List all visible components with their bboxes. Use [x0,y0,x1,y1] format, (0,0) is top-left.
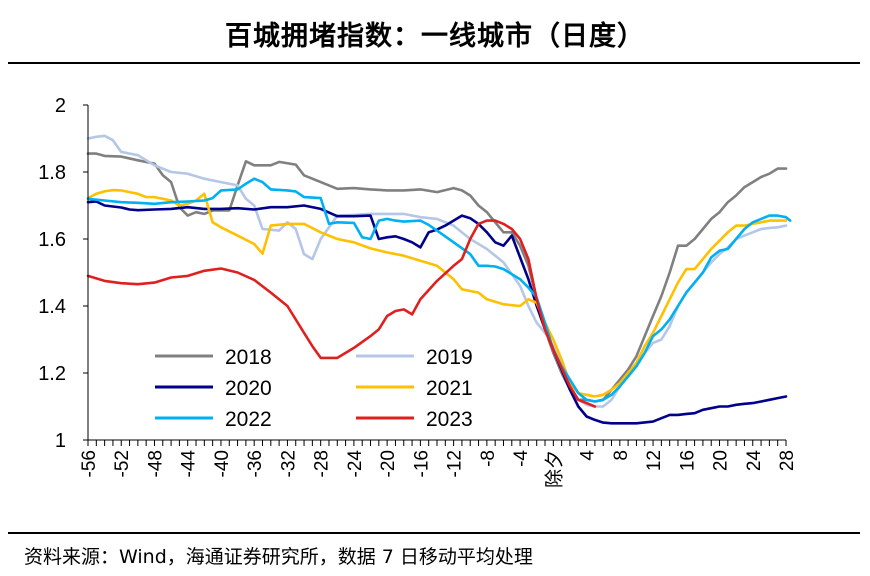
legend-label-2023: 2023 [426,408,473,431]
x-tick-label: -56 [79,450,100,477]
y-tick-label: 1.4 [38,296,66,318]
legend-label-2019: 2019 [426,346,473,369]
x-tick-label: 16 [677,450,698,471]
y-tick-label: 1.2 [38,363,66,385]
x-tick-label: 20 [711,450,732,471]
y-tick-label: 1 [55,430,66,452]
x-tick-label: 8 [611,450,632,461]
x-tick-label: 除夕 [543,450,565,488]
legend-label-2020: 2020 [225,377,272,400]
legend-label-2022: 2022 [225,408,272,431]
series-line-2020 [86,200,788,425]
x-tick-label: 4 [578,450,599,461]
x-tick-label: -36 [245,450,266,477]
legend-label-2018: 2018 [225,346,272,369]
series-line-2022 [86,177,792,403]
x-tick-label: -44 [179,450,200,478]
chart-title: 百城拥堵指数：一线城市（日度） [225,21,645,52]
legend-label-2021: 2021 [426,377,473,400]
x-tick-label: -40 [212,450,233,477]
top-rule [8,62,860,64]
x-tick-label: -4 [511,450,532,467]
bottom-rule [8,532,860,534]
y-tick-label: 2 [55,95,66,117]
x-tick-label: -8 [478,450,499,467]
series-line-2023 [86,219,597,408]
x-tick-label: 12 [644,450,665,471]
x-tick-label: -12 [445,450,466,477]
series-line-2021 [86,188,788,398]
y-tick-label: 1.6 [38,229,66,251]
x-tick-label: -48 [146,450,167,477]
x-tick-label: -20 [378,450,399,477]
x-tick-label: -16 [411,450,432,477]
legend-layer: 2018 2019 2020 2021 2022 2023 [155,346,473,431]
source-note: 资料来源：Wind，海通证券研究所，数据 7 日移动平均处理 [24,546,533,568]
x-tick-label: -24 [345,450,366,478]
x-tick-label: -32 [278,450,299,477]
x-tick-label: 28 [777,450,798,471]
y-tick-label: 1.8 [38,162,66,184]
x-tick-label: -52 [112,450,133,477]
x-tick-label: -28 [312,450,333,477]
x-tick-label: 24 [744,450,765,472]
series-layer [86,134,792,425]
axis-layer: 11.21.41.61.82-56 -52 -48 -44 -40 -36 -32 -28 -2… [38,95,798,488]
